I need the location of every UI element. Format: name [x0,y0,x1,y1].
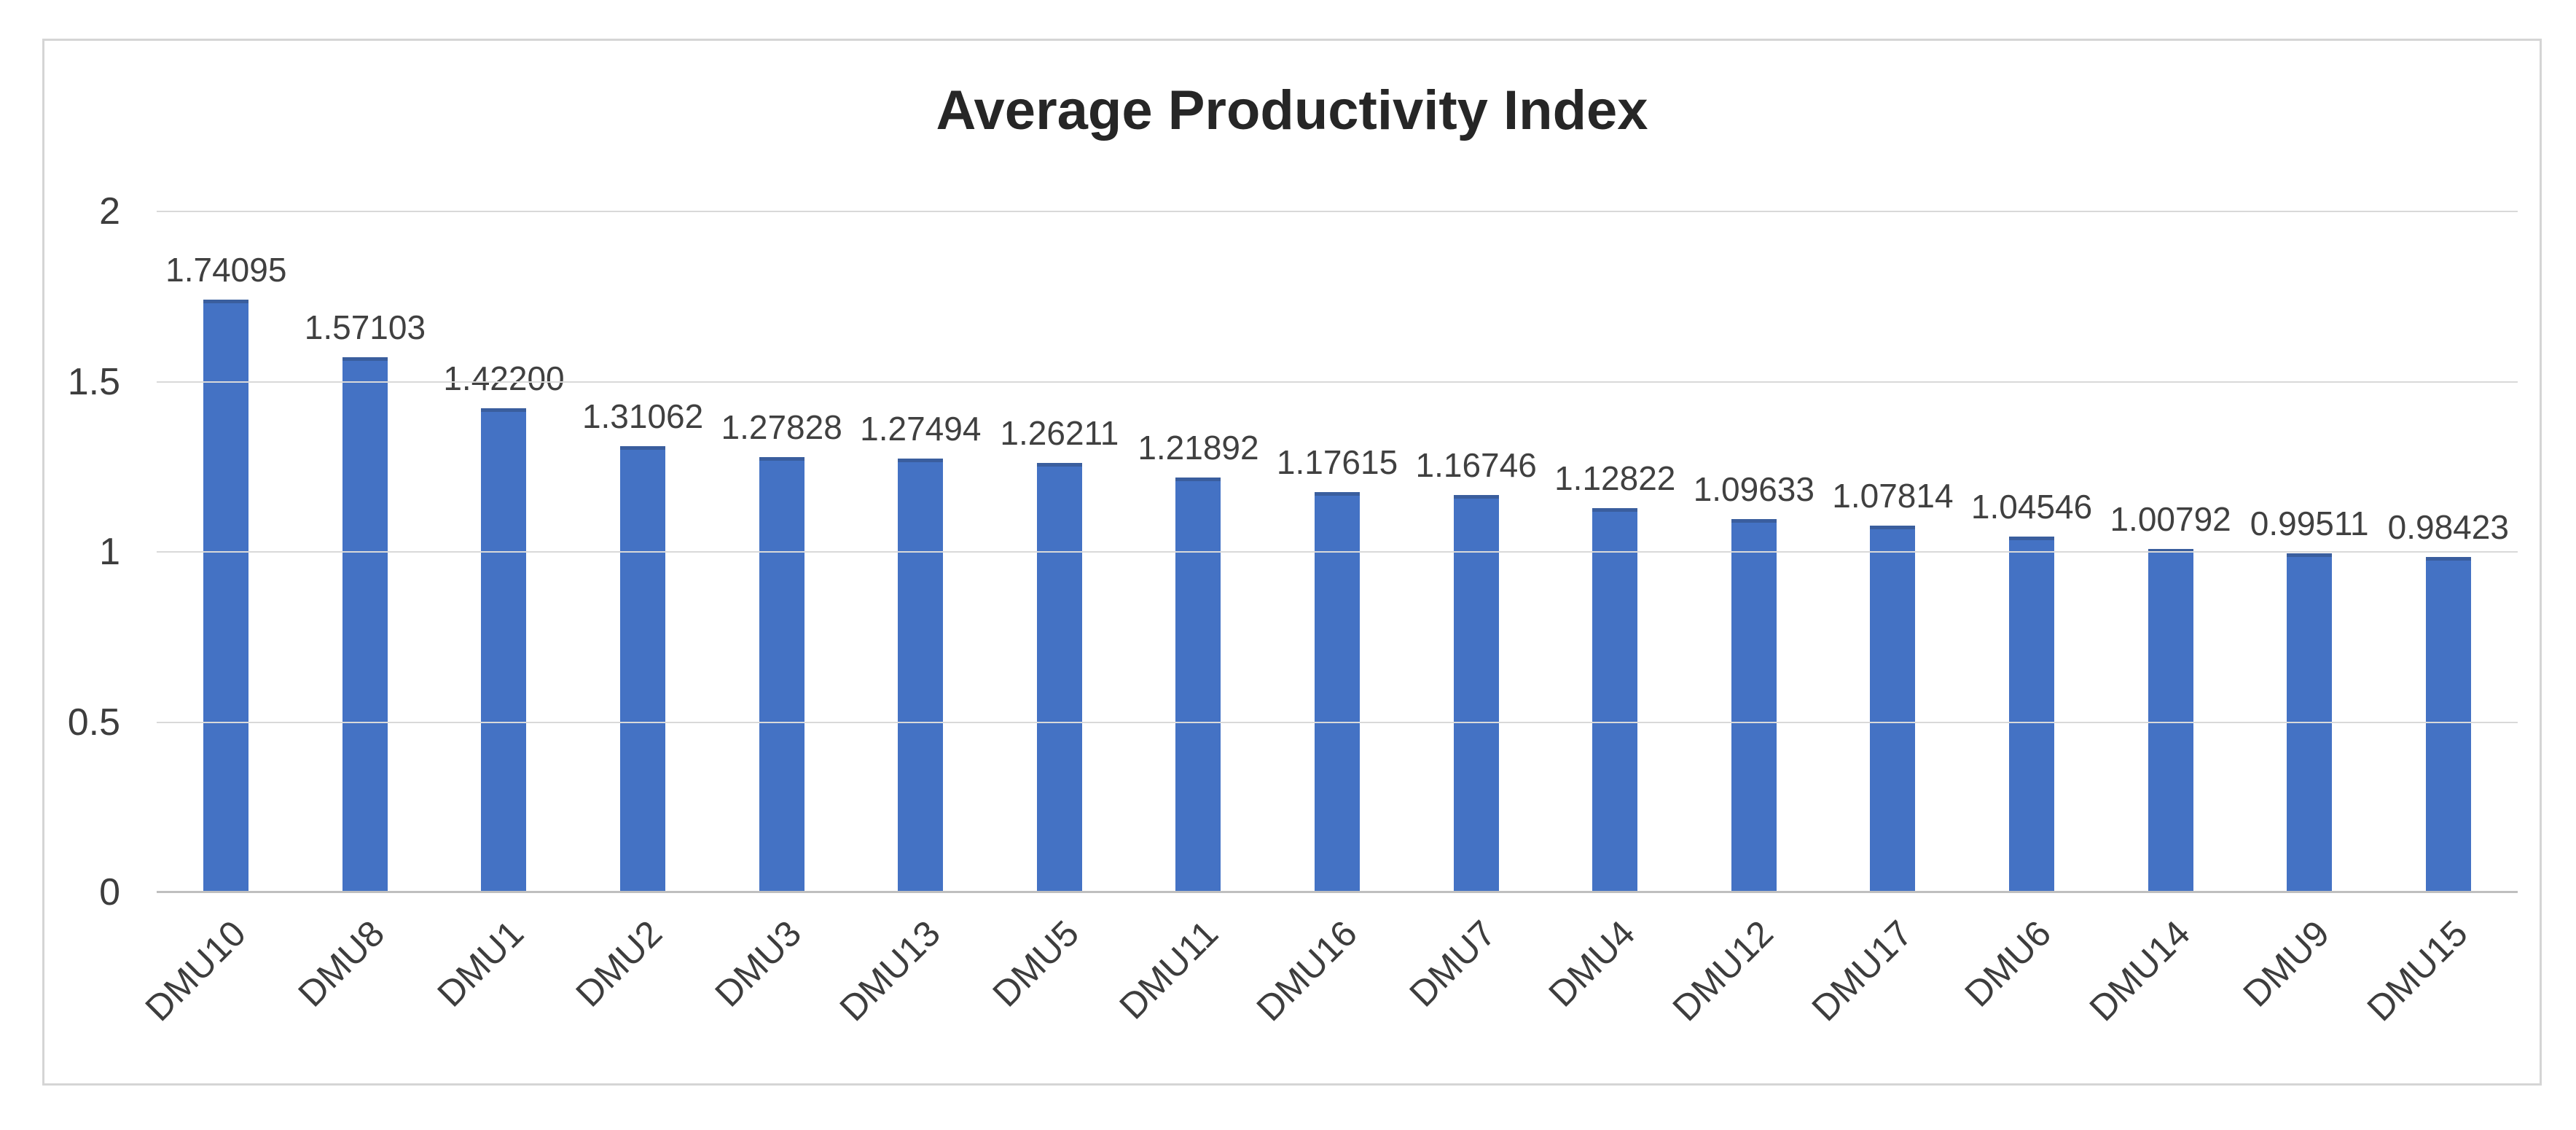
bar-slot: 1.16746 DMU7 [1401,211,1546,1015]
bar [1315,491,1361,892]
y-tick-label: 1 [99,531,120,573]
bar-value-label: 1.74095 [165,250,287,289]
bar-slot: 1.42200 DMU1 [429,211,573,1015]
bar-value-label: 1.16746 [1415,445,1537,484]
category-label: DMU10 [137,912,254,1029]
y-tick-label: 0 [99,871,120,913]
bar [898,458,944,892]
category-label: DMU9 [2234,912,2337,1015]
bar-value-label: 1.12822 [1554,459,1676,498]
bar-slot: 1.27828 DMU3 [707,211,851,1015]
bar [2425,557,2471,892]
bar-value-label: 0.99511 [2250,504,2369,543]
bar-value-label: 1.31062 [582,397,704,435]
y-tick-label: 0.5 [67,701,120,744]
bar [203,299,249,892]
y-axis: 0 0.5 1 1.5 2 [44,192,157,911]
bar [2009,536,2055,892]
chart-title: Average Productivity Index [936,79,1648,141]
bar-value-label: 1.27828 [721,408,842,447]
bar-value-label: 1.04546 [1970,487,2093,526]
gridline [157,211,2518,212]
bar-slot: 1.00792 DMU14 [2082,211,2240,1029]
bar [1036,462,1082,892]
bar-slot: 1.27494 DMU13 [831,211,990,1029]
bar-slot: 1.12822 DMU4 [1540,211,1685,1015]
category-label: DMU13 [831,912,948,1029]
bar-value-label: 1.42200 [443,359,565,397]
bar-value-label: 1.21892 [1138,428,1259,467]
bar [759,457,804,892]
bar-value-label: 0.98423 [2387,508,2509,547]
bar [1453,494,1499,892]
x-axis-line [157,891,2518,893]
category-label: DMU1 [429,912,531,1015]
bar [1592,508,1638,892]
category-label: DMU4 [1540,912,1643,1015]
bar-slot: 1.04546 DMU6 [1957,211,2102,1015]
plot-area: 1.74095 DMU10 1.57103 DMU8 1.42200 DMU1 1.3106… [137,211,2518,1029]
bar-slot: 1.21892 DMU11 [1111,211,1268,1027]
bar-value-label: 1.26211 [1000,413,1119,452]
bar-slot: 1.57103 DMU8 [291,211,435,1014]
category-label: DMU16 [1248,912,1365,1029]
bar [2287,553,2333,892]
bar-slot: 0.99511 DMU9 [2235,211,2379,1014]
category-label: DMU12 [1664,912,1782,1029]
bar-slot: 1.17615 DMU16 [1248,211,1407,1029]
bar-value-label: 1.07814 [1832,476,1954,515]
gridline [157,551,2518,553]
chart-frame: Average Productivity Index 0 0.5 1 1.5 2 1.7… [42,39,2542,1086]
bar [620,445,666,892]
bar-value-label: 1.09633 [1693,470,1814,509]
bar-series: 1.74095 DMU10 1.57103 DMU8 1.42200 DMU1 1.3106… [137,211,2518,1029]
bar [2148,549,2193,892]
bar [1731,519,1777,892]
bar-slot: 1.07814 DMU17 [1804,211,1962,1029]
bar [1870,525,1916,892]
bar-value-label: 1.57103 [304,308,426,347]
category-label: DMU3 [707,912,810,1015]
y-tick-label: 1.5 [67,360,120,403]
bar-value-label: 1.27494 [860,409,982,448]
category-label: DMU6 [1957,912,2059,1015]
gridline [157,721,2518,723]
bar-slot: 1.26211 DMU5 [985,211,1130,1015]
bar [342,357,388,892]
category-label: DMU14 [2081,912,2199,1029]
category-label: DMU8 [290,912,393,1015]
category-label: DMU5 [984,912,1087,1015]
category-label: DMU2 [568,912,670,1015]
category-label: DMU7 [1401,912,1504,1015]
bar-slot: 0.98423 DMU15 [2360,211,2518,1029]
category-label: DMU11 [1111,912,1226,1027]
bar-slot: 1.31062 DMU2 [568,211,713,1015]
category-label: DMU15 [2359,912,2476,1029]
bar-slot: 1.09633 DMU12 [1665,211,1824,1029]
bar [481,408,527,892]
y-tick-label: 2 [99,190,120,233]
bar [1175,477,1221,892]
bar-slot: 1.74095 DMU10 [137,211,296,1029]
bar-value-label: 1.00792 [2110,500,2231,539]
category-label: DMU17 [1804,912,1920,1029]
gridline [157,381,2518,383]
bar-value-label: 1.17615 [1276,443,1398,481]
